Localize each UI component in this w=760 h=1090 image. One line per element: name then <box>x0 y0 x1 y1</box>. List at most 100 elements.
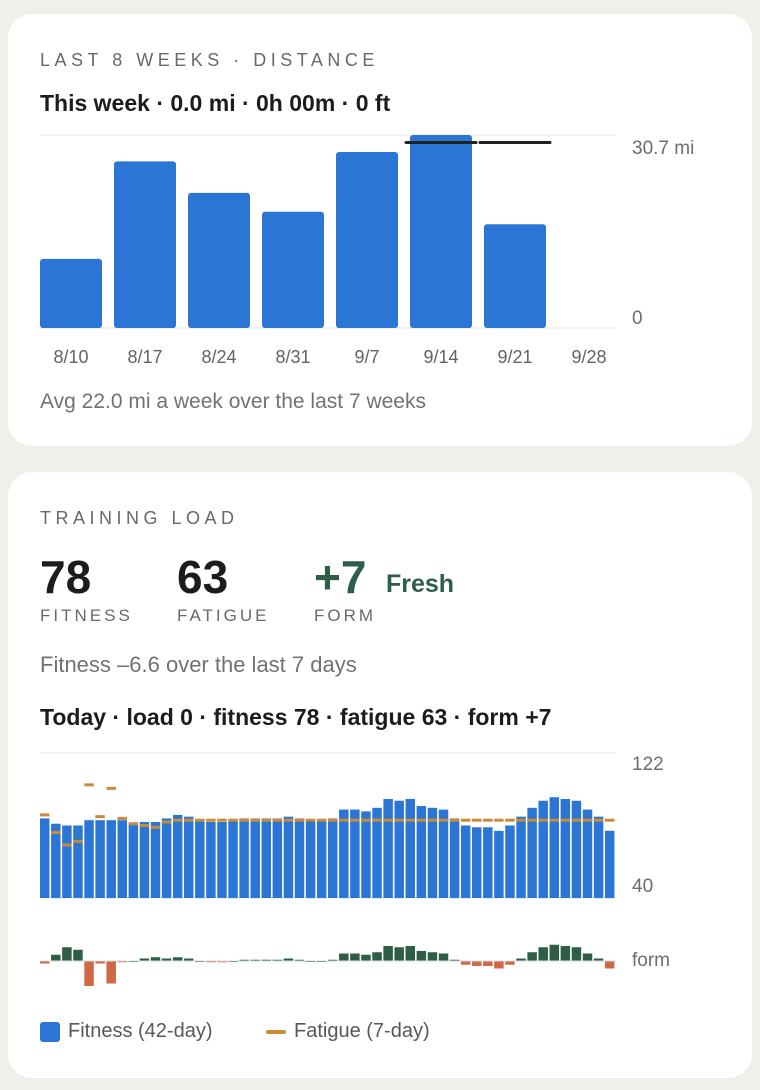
fitness-bar <box>195 820 205 898</box>
fitness-trend-note: Fitness –6.6 over the last 7 days <box>40 652 357 677</box>
distance-ymax-label: 30.7 mi <box>632 138 695 159</box>
fitness-bar <box>305 820 316 898</box>
distance-x-label: 9/21 <box>497 347 533 367</box>
form-bar <box>350 953 360 961</box>
fatigue-marker <box>128 822 139 826</box>
fitness-bar <box>139 821 150 898</box>
legend-fatigue-label: Fatigue (7-day) <box>294 1020 430 1042</box>
fatigue-marker <box>172 818 183 822</box>
training-load-chart <box>40 752 616 986</box>
form-axis-label: form <box>632 950 670 971</box>
legend-fatigue: Fatigue (7-day) <box>266 1020 430 1043</box>
fitness-bar <box>549 797 560 898</box>
form-bar <box>250 959 260 961</box>
fitness-metric: 78 FITNESS <box>40 552 133 626</box>
form-bar <box>217 961 227 963</box>
fatigue-marker <box>394 818 404 822</box>
fatigue-value: 63 <box>177 551 229 603</box>
distance-eyebrow: LAST 8 WEEKS · DISTANCE <box>40 50 379 70</box>
fitness-bar <box>206 821 216 898</box>
load-ymin-label: 40 <box>632 876 654 897</box>
fatigue-marker <box>449 818 460 822</box>
form-bar <box>604 961 615 969</box>
fatigue-marker <box>62 843 72 847</box>
fitness-bar <box>184 816 194 898</box>
form-bar <box>538 947 548 961</box>
form-bar <box>549 944 560 961</box>
fitness-bar <box>106 820 116 898</box>
form-bar <box>272 959 283 961</box>
form-bar <box>294 959 305 961</box>
form-metric: +7 FORM <box>314 552 376 626</box>
fatigue-marker <box>593 818 604 822</box>
form-value: +7 <box>314 551 367 603</box>
fatigue-marker <box>51 831 61 835</box>
fitness-bar <box>128 823 139 898</box>
fitness-bar <box>538 800 548 898</box>
fatigue-marker <box>405 818 416 822</box>
fatigue-marker <box>483 818 493 822</box>
fatigue-marker <box>438 818 449 822</box>
fitness-bar <box>350 809 360 898</box>
fatigue-swatch <box>266 1029 286 1034</box>
fatigue-marker <box>582 818 593 822</box>
fitness-bar <box>582 809 593 898</box>
form-bar <box>161 958 172 961</box>
training-load-card: TRAINING LOAD 78 FITNESS 63 FATIGUE +7 F… <box>8 472 752 1078</box>
distance-x-label: 9/14 <box>423 347 459 367</box>
form-bar <box>40 961 50 964</box>
fatigue-marker <box>239 818 249 822</box>
fatigue-marker <box>316 818 327 822</box>
legend-fitness: Fitness (42-day) <box>40 1020 213 1043</box>
form-bar <box>239 959 249 961</box>
fitness-bar <box>283 816 294 898</box>
form-bar <box>438 953 449 961</box>
fitness-bar <box>472 827 482 898</box>
fitness-bar <box>217 821 227 898</box>
form-bar <box>339 953 349 961</box>
form-bar <box>416 951 427 961</box>
fitness-bar <box>316 820 327 898</box>
form-bar <box>472 961 482 966</box>
fitness-bar <box>95 820 105 898</box>
fatigue-metric: 63 FATIGUE <box>177 552 269 626</box>
fatigue-marker <box>250 818 260 822</box>
form-bar <box>527 952 537 961</box>
fitness-bar <box>405 798 416 898</box>
distance-bar-9/14 <box>410 135 472 328</box>
fatigue-marker <box>372 818 382 822</box>
fitness-bar <box>161 818 172 898</box>
fatigue-marker <box>150 825 161 829</box>
form-bar <box>505 961 515 965</box>
form-bar <box>150 957 161 961</box>
fatigue-marker <box>328 818 338 822</box>
fatigue-marker <box>416 818 427 822</box>
fatigue-marker <box>305 818 316 822</box>
fitness-bar <box>516 816 526 898</box>
fitness-label: FITNESS <box>40 606 133 625</box>
fitness-bar <box>261 818 272 898</box>
fitness-bar <box>40 818 50 898</box>
form-bar <box>106 961 116 984</box>
form-bar <box>139 958 150 961</box>
form-bar <box>206 961 216 963</box>
distance-bar-9/7 <box>336 151 398 328</box>
fitness-bar <box>339 809 349 898</box>
distance-x-label: 8/31 <box>275 347 311 367</box>
form-bar <box>372 952 382 961</box>
form-bar <box>593 958 604 961</box>
fatigue-marker <box>383 818 393 822</box>
fatigue-marker <box>294 818 305 822</box>
training-load-eyebrow: TRAINING LOAD <box>40 508 239 528</box>
fitness-bar <box>394 800 404 898</box>
fitness-bar <box>51 823 61 898</box>
fatigue-marker <box>217 818 227 822</box>
fatigue-marker <box>427 818 438 822</box>
distance-bar-8/24 <box>188 192 250 328</box>
form-bar <box>383 946 393 961</box>
fitness-bar <box>117 820 128 898</box>
form-bar <box>328 959 338 961</box>
fatigue-marker <box>228 818 238 822</box>
fitness-bar <box>593 816 604 898</box>
form-bar <box>571 947 582 961</box>
